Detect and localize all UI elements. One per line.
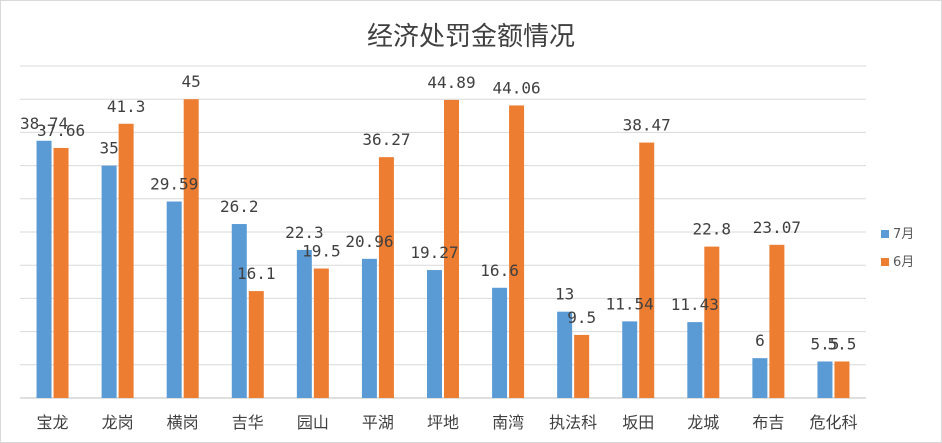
data-label: 5.5 xyxy=(811,334,840,353)
bar-jun xyxy=(183,99,199,398)
data-label: 16.1 xyxy=(237,264,276,283)
bar-jun xyxy=(769,244,785,398)
bar-jun xyxy=(444,99,459,399)
data-labels: 38.7437.663541.329.594526.216.122.319.52… xyxy=(20,72,856,353)
bar-jul xyxy=(687,322,703,398)
x-tick-label: 吉华 xyxy=(232,413,264,432)
data-label: 37.66 xyxy=(37,121,85,140)
x-tick-label: 南湾 xyxy=(492,413,524,432)
legend: 7月 6月 xyxy=(881,227,914,270)
x-tick-label: 龙岗 xyxy=(102,413,134,432)
bar-jul xyxy=(817,361,833,398)
bar-jul xyxy=(101,165,117,398)
data-label: 6 xyxy=(755,331,765,350)
data-label: 26.2 xyxy=(220,197,259,216)
bar-jul xyxy=(361,258,377,398)
bar-jun xyxy=(313,268,329,398)
bar-jul xyxy=(427,270,442,398)
x-tick-label: 园山 xyxy=(297,413,329,432)
bar-jul xyxy=(296,249,312,398)
legend-label: 7月 xyxy=(893,227,914,242)
data-label: 45 xyxy=(182,72,201,91)
data-label: 38.47 xyxy=(623,116,671,135)
data-label: 20.96 xyxy=(345,232,393,251)
legend-label: 6月 xyxy=(893,255,914,270)
bar-jun xyxy=(378,157,394,398)
data-label: 22.8 xyxy=(693,220,732,239)
bar-jul xyxy=(622,321,638,398)
bar-jul xyxy=(166,201,182,398)
bar-jun xyxy=(509,105,525,399)
x-tick-label: 危化科 xyxy=(809,413,857,432)
data-label: 35 xyxy=(99,139,118,158)
data-label: 22.3 xyxy=(285,223,324,242)
x-tick-label: 布吉 xyxy=(752,413,784,432)
bar-jul xyxy=(752,358,768,398)
data-label: 44.89 xyxy=(427,73,475,92)
bar-jun xyxy=(574,334,590,398)
x-tick-label: 坂田 xyxy=(622,413,654,432)
bar-jun xyxy=(639,142,655,398)
bar-jul xyxy=(36,140,52,398)
bars xyxy=(36,99,850,399)
data-label: 44.06 xyxy=(492,78,540,97)
data-label: 9.5 xyxy=(567,308,596,327)
bar-jun xyxy=(834,361,850,398)
data-label: 13 xyxy=(555,285,574,304)
data-label: 19.27 xyxy=(410,243,458,262)
data-label: 36.27 xyxy=(362,130,410,149)
bar-jul xyxy=(492,287,508,398)
data-label: 29.59 xyxy=(150,175,198,194)
bar-jul xyxy=(557,311,573,398)
data-label: 5.5 xyxy=(828,334,857,353)
data-label: 19.5 xyxy=(302,242,341,261)
x-tick-label: 横岗 xyxy=(167,413,199,432)
chart-title: 经济处罚金额情况 xyxy=(366,22,575,52)
data-label: 41.3 xyxy=(107,97,146,116)
bar-jun xyxy=(118,123,134,398)
bar-jun xyxy=(53,147,69,398)
data-label: 38.74 xyxy=(20,114,68,133)
x-tick-label: 平湖 xyxy=(362,413,394,432)
x-tick-label: 宝龙 xyxy=(37,413,69,432)
data-label: 11.54 xyxy=(606,294,654,313)
legend-swatch xyxy=(881,230,889,238)
x-tick-label: 执法科 xyxy=(549,413,597,432)
x-tick-labels: 宝龙 龙岗 横岗 吉华 园山 平湖 坪地 南湾 执法科 坂田 龙城 布吉 危化科 xyxy=(37,413,858,432)
bar-jul xyxy=(231,224,247,398)
legend-swatch xyxy=(881,258,889,266)
gridlines xyxy=(20,65,866,399)
bar-jun xyxy=(248,291,264,398)
x-tick-label: 龙城 xyxy=(687,413,719,432)
x-tick-label: 坪地 xyxy=(427,413,459,432)
data-label: 11.43 xyxy=(671,295,719,314)
data-label: 16.6 xyxy=(480,261,519,280)
data-label: 23.07 xyxy=(753,218,801,237)
bar-jun xyxy=(704,246,720,398)
